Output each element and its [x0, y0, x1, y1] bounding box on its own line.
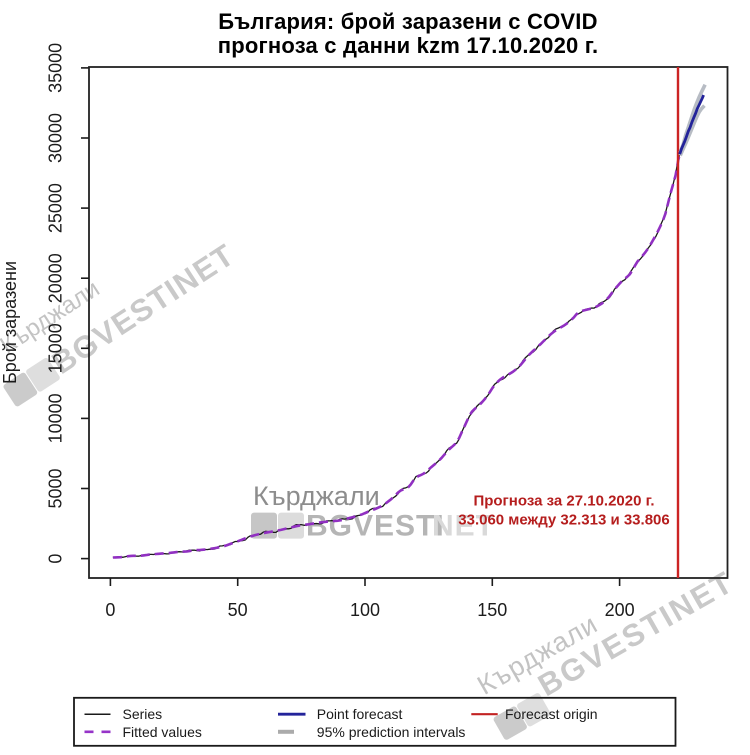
svg-text:15000: 15000: [45, 323, 65, 373]
svg-text:20000: 20000: [45, 253, 65, 303]
svg-text:30000: 30000: [45, 113, 65, 163]
svg-text:прогноза с данни kzm 17.10.202: прогноза с данни kzm 17.10.2020 г.: [218, 33, 599, 58]
svg-text:10000: 10000: [45, 393, 65, 443]
svg-text:0: 0: [45, 554, 65, 564]
svg-text:25000: 25000: [45, 183, 65, 233]
svg-text:35000: 35000: [45, 43, 65, 93]
svg-text:Series: Series: [123, 706, 163, 722]
svg-text:0: 0: [105, 600, 115, 620]
svg-text:Fitted values: Fitted values: [123, 724, 202, 740]
svg-text:Брой заразени: Брой заразени: [0, 261, 20, 384]
svg-text:Point forecast: Point forecast: [317, 706, 403, 722]
svg-text:33.060 между 32.313 и 33.806: 33.060 между 32.313 и 33.806: [458, 511, 669, 528]
svg-text:България: брой заразени с COVI: България: брой заразени с COVID: [218, 9, 597, 34]
svg-text:BGVESTI: BGVESTI: [306, 510, 445, 543]
svg-text:Кърджали: Кърджали: [253, 481, 380, 511]
svg-text:Прогноза за 27.10.2020 г.: Прогноза за 27.10.2020 г.: [473, 492, 654, 509]
svg-text:100: 100: [350, 600, 380, 620]
svg-text:NET: NET: [432, 510, 495, 543]
svg-text:50: 50: [228, 600, 248, 620]
svg-text:150: 150: [477, 600, 507, 620]
svg-text:95% prediction intervals: 95% prediction intervals: [317, 724, 466, 740]
svg-text:Forecast origin: Forecast origin: [505, 706, 598, 722]
svg-text:5000: 5000: [45, 468, 65, 508]
svg-text:200: 200: [605, 600, 635, 620]
